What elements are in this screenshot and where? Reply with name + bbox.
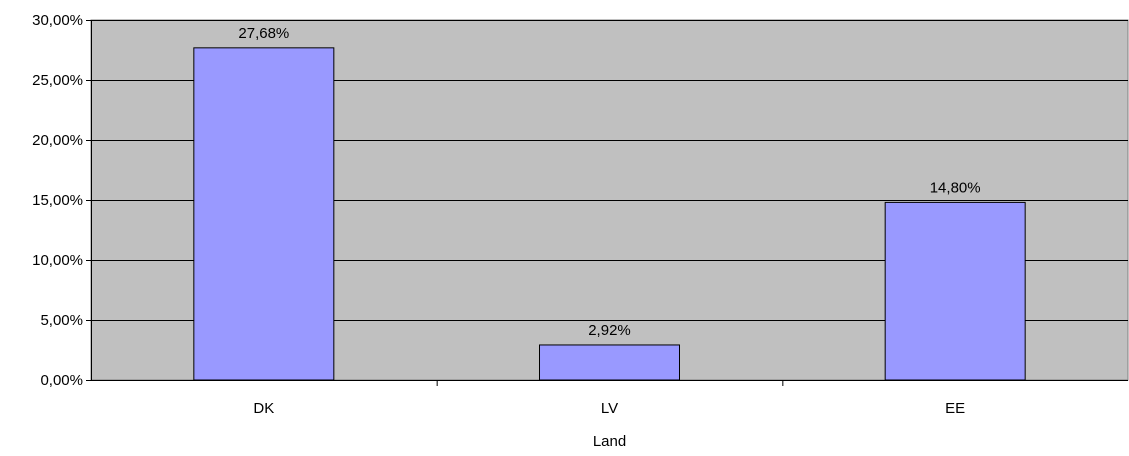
y-tick-label: 0,00% — [40, 372, 83, 389]
data-label-dk: 27,68% — [238, 25, 289, 42]
labels: 0,00% 5,00% 10,00% 15,00% 20,00% 25,00% 30,00%… — [32, 12, 980, 417]
data-label-lv: 2,92% — [588, 322, 631, 339]
x-tick-label-ee: EE — [945, 400, 965, 417]
y-tick-label: 30,00% — [32, 12, 83, 29]
bars — [193, 47, 1026, 381]
bar-ee — [884, 201, 1026, 381]
y-tick-label: 20,00% — [32, 132, 83, 149]
y-tick-label: 25,00% — [32, 72, 83, 89]
data-label-ee: 14,80% — [930, 179, 981, 196]
bar-lv — [539, 344, 680, 381]
y-tick-label: 5,00% — [40, 312, 83, 329]
axes — [86, 20, 1128, 386]
y-tick-label: 15,00% — [32, 192, 83, 209]
x-tick-label-lv: LV — [601, 400, 618, 417]
y-tick-label: 10,00% — [32, 252, 83, 269]
bar-dk — [193, 47, 335, 381]
x-tick-label-dk: DK — [253, 400, 274, 417]
x-axis-title: Land — [593, 433, 626, 450]
